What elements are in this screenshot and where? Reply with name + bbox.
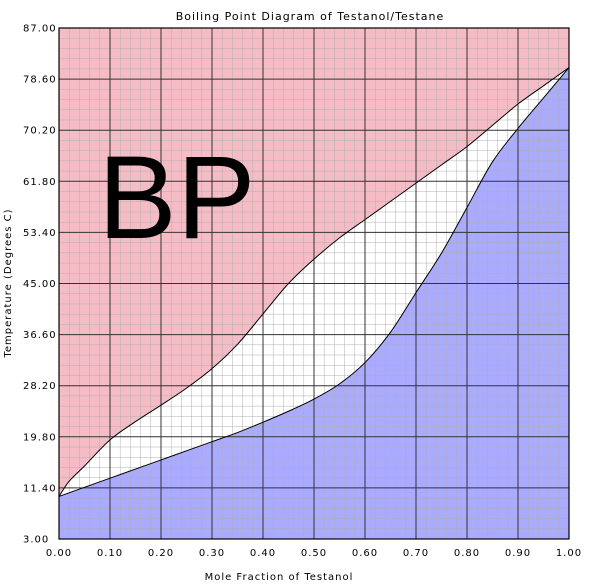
liquid-region	[59, 67, 569, 539]
chart-title: Boiling Point Diagram of Testanol/Testan…	[176, 10, 445, 23]
y-tick-label: 11.40	[23, 483, 57, 494]
y-tick-label: 3.00	[23, 535, 49, 546]
plot-frame	[58, 27, 570, 540]
y-tick-label: 36.60	[23, 330, 57, 341]
y-tick-label: 78.60	[23, 75, 57, 86]
y-tick-label: 87.00	[23, 24, 57, 35]
x-tick-label: 0.80	[454, 548, 480, 559]
y-tick-label: 45.00	[23, 279, 57, 290]
x-tick-label: 0.40	[250, 548, 276, 559]
y-axis-label: Temperature (Degrees C)	[3, 208, 14, 358]
x-tick-labels: 0.00 0.10 0.20 0.30 0.40 0.50 0.60 0.70 0.80 0.90…	[46, 548, 582, 559]
x-tick-label: 0.70	[403, 548, 429, 559]
phase-curves	[58, 67, 570, 497]
phase-regions	[59, 28, 569, 539]
x-tick-label: 0.20	[148, 548, 174, 559]
x-axis-label: Mole Fraction of Testanol	[205, 572, 354, 583]
dew-point-curve	[58, 67, 570, 497]
y-tick-label: 61.80	[23, 177, 57, 188]
x-tick-label: 0.90	[505, 548, 531, 559]
y-tick-label: 28.20	[23, 381, 57, 392]
x-tick-label: 0.50	[301, 548, 327, 559]
x-tick-label: 1.00	[556, 548, 582, 559]
x-tick-label: 0.30	[199, 548, 225, 559]
y-tick-label: 53.40	[23, 228, 57, 239]
y-tick-label: 70.20	[23, 126, 57, 137]
vapor-region	[59, 28, 569, 497]
bp-annotation: BP	[98, 132, 255, 264]
bubble-point-curve	[58, 67, 570, 497]
x-tick-label: 0.60	[352, 548, 378, 559]
x-tick-label: 0.00	[46, 548, 72, 559]
y-tick-labels: 3.00 11.40 19.80 28.20 36.60 45.00 53.40 61.80 7…	[23, 24, 57, 546]
y-tick-label: 19.80	[23, 432, 57, 443]
x-tick-label: 0.10	[97, 548, 123, 559]
